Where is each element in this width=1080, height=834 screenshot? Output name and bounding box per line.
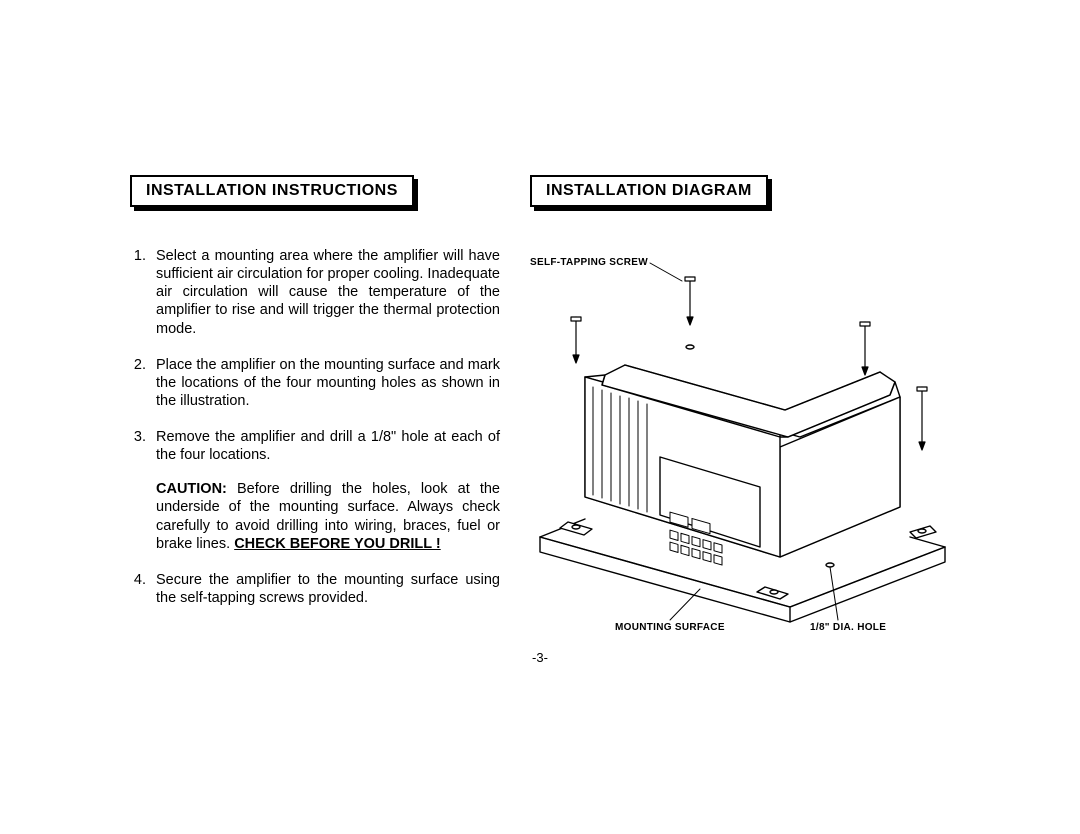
- instruction-step-4: Secure the amplifier to the mounting sur…: [150, 571, 500, 607]
- instructions-list: Select a mounting area where the amplifi…: [130, 247, 500, 607]
- installation-diagram: SELF-TAPPING SCREW MOUNTING SURFACE 1/8"…: [530, 247, 950, 647]
- diagram-column: INSTALLATION DIAGRAM SELF-TAPPING SCREW …: [530, 175, 950, 647]
- instructions-heading: INSTALLATION INSTRUCTIONS: [130, 175, 414, 207]
- label-surface: MOUNTING SURFACE: [615, 622, 725, 633]
- manual-page: INSTALLATION INSTRUCTIONS Select a mount…: [0, 0, 1080, 834]
- label-hole: 1/8" DIA. HOLE: [810, 622, 886, 633]
- amplifier-diagram-svg: [530, 247, 950, 647]
- screw-icon: [917, 387, 927, 450]
- instructions-column: INSTALLATION INSTRUCTIONS Select a mount…: [130, 175, 500, 625]
- instruction-step-3: Remove the amplifier and drill a 1/8" ho…: [150, 428, 500, 553]
- step-3-text: Remove the amplifier and drill a 1/8" ho…: [156, 429, 500, 463]
- screw-icon: [685, 277, 695, 325]
- screw-icon: [860, 322, 870, 375]
- instruction-step-1: Select a mounting area where the amplifi…: [150, 247, 500, 338]
- instruction-step-2: Place the amplifier on the mounting surf…: [150, 356, 500, 410]
- caution-check: CHECK BEFORE YOU DRILL !: [234, 536, 441, 552]
- page-number: -3-: [0, 650, 1080, 665]
- instructions-heading-box: INSTALLATION INSTRUCTIONS: [130, 175, 414, 207]
- caution-block: CAUTION: Before drilling the holes, look…: [156, 480, 500, 553]
- diagram-heading: INSTALLATION DIAGRAM: [530, 175, 768, 207]
- screw-icon: [571, 317, 581, 363]
- caution-lead: CAUTION:: [156, 481, 227, 497]
- diagram-heading-box: INSTALLATION DIAGRAM: [530, 175, 768, 207]
- label-screw: SELF-TAPPING SCREW: [530, 257, 648, 268]
